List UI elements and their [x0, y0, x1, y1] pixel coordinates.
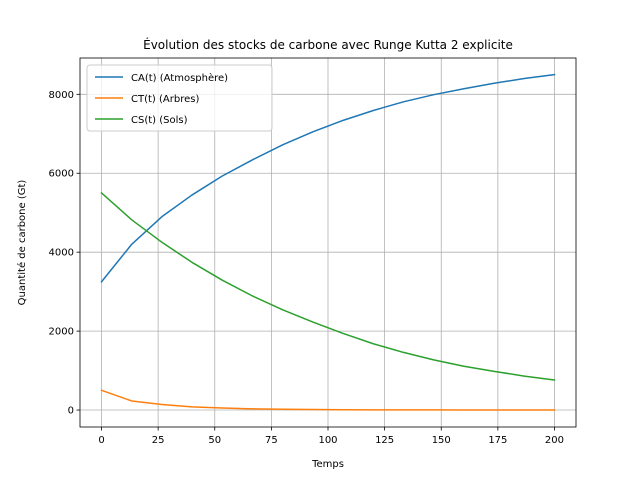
legend-label-arbres: CT(t) (Arbres): [131, 94, 199, 105]
x-tick-label: 200: [545, 435, 564, 446]
series-line-0: [100, 73, 556, 283]
y-tick-label: 4000: [49, 248, 74, 259]
legend-box: [86, 64, 273, 132]
x-tick-label: 0: [98, 435, 104, 446]
y-tick-label: 0: [68, 406, 74, 417]
series-line-2: [100, 191, 556, 381]
x-tick-label: 100: [318, 435, 337, 446]
grid-layer: [80, 58, 576, 427]
x-tick-label: 150: [432, 435, 451, 446]
x-tick-label: 125: [375, 435, 394, 446]
x-tick-label: 175: [488, 435, 507, 446]
legend-label-sols: CS(t) (Sols): [131, 115, 188, 126]
legend: CA(t) (Atmosphère) CT(t) (Arbres) CS(t) …: [86, 64, 273, 132]
series-layer: [100, 73, 556, 411]
x-tick-label: 75: [265, 435, 278, 446]
chart-title: Évolution des stocks de carbone avec Run…: [143, 37, 513, 52]
x-tick-label: 25: [152, 435, 165, 446]
y-axis-label: Quantité de carbone (Gt): [16, 180, 28, 306]
y-tick-label: 2000: [49, 327, 74, 338]
y-tick-label: 6000: [49, 169, 74, 180]
x-tick-label: 50: [208, 435, 221, 446]
x-axis-label: Temps: [311, 459, 344, 470]
legend-label-atmosphere: CA(t) (Atmosphère): [131, 72, 228, 84]
y-tick-label: 8000: [49, 90, 74, 101]
series-line-1: [100, 389, 556, 411]
